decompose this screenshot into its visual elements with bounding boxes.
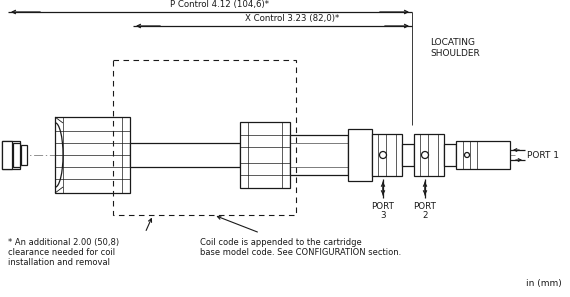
FancyBboxPatch shape (21, 145, 27, 165)
Text: in (mm): in (mm) (526, 279, 562, 288)
FancyBboxPatch shape (456, 141, 510, 169)
Text: LOCATING
SHOULDER: LOCATING SHOULDER (430, 38, 480, 58)
Text: PORT: PORT (372, 202, 394, 211)
Text: PORT: PORT (413, 202, 437, 211)
FancyBboxPatch shape (348, 129, 372, 181)
Text: 2: 2 (422, 211, 428, 220)
FancyBboxPatch shape (130, 143, 240, 167)
Circle shape (421, 151, 429, 159)
Text: PORT 1: PORT 1 (527, 151, 559, 159)
FancyBboxPatch shape (402, 144, 414, 166)
Text: base model code. See CONFIGURATION section.: base model code. See CONFIGURATION secti… (200, 248, 401, 257)
FancyBboxPatch shape (444, 144, 456, 166)
FancyBboxPatch shape (372, 134, 402, 176)
Text: X Control 3.23 (82,0)*: X Control 3.23 (82,0)* (245, 14, 340, 23)
Circle shape (465, 152, 470, 157)
Text: installation and removal: installation and removal (8, 258, 110, 267)
Text: P Control 4.12 (104,6)*: P Control 4.12 (104,6)* (170, 0, 270, 9)
Circle shape (380, 151, 386, 159)
Text: clearance needed for coil: clearance needed for coil (8, 248, 115, 257)
Text: Coil code is appended to the cartridge: Coil code is appended to the cartridge (200, 238, 362, 247)
FancyBboxPatch shape (2, 141, 20, 169)
FancyBboxPatch shape (2, 141, 12, 169)
Text: 3: 3 (380, 211, 386, 220)
Text: * An additional 2.00 (50,8): * An additional 2.00 (50,8) (8, 238, 119, 247)
FancyBboxPatch shape (55, 117, 130, 193)
FancyBboxPatch shape (414, 134, 444, 176)
FancyBboxPatch shape (290, 135, 348, 175)
Bar (113, 60, 296, 215)
FancyBboxPatch shape (240, 122, 290, 188)
FancyBboxPatch shape (13, 143, 20, 167)
